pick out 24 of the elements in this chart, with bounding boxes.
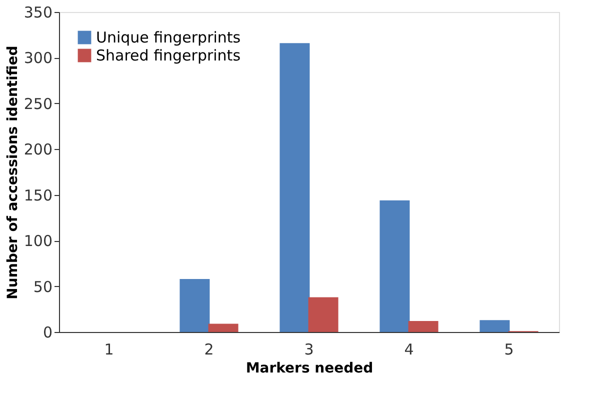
legend-label: Unique fingerprints [96, 28, 241, 46]
y-tick-label: 0 [42, 324, 52, 342]
bar [308, 297, 338, 332]
x-tick-label: 5 [504, 340, 514, 358]
y-tick-label: 100 [24, 232, 52, 250]
y-axis-title: Number of accessions identified [4, 46, 21, 300]
bar [480, 320, 510, 332]
y-tick-label: 250 [24, 94, 52, 113]
bar [280, 43, 310, 332]
x-tick-label: 4 [404, 340, 414, 358]
y-tick-label: 200 [24, 140, 52, 159]
y-tick-label: 150 [24, 186, 52, 204]
x-tick-label: 1 [104, 340, 114, 358]
bar [380, 200, 410, 332]
legend-label: Shared fingerprints [96, 46, 241, 64]
bar [180, 278, 210, 332]
y-tick-label: 300 [24, 49, 52, 68]
x-tick-label: 2 [204, 340, 214, 358]
y-tick-label: 350 [24, 4, 52, 22]
bar [408, 321, 438, 332]
bar [208, 324, 238, 332]
x-axis-title: Markers needed [246, 360, 374, 376]
y-tick-label: 50 [33, 278, 52, 296]
x-tick-label: 3 [304, 340, 314, 358]
